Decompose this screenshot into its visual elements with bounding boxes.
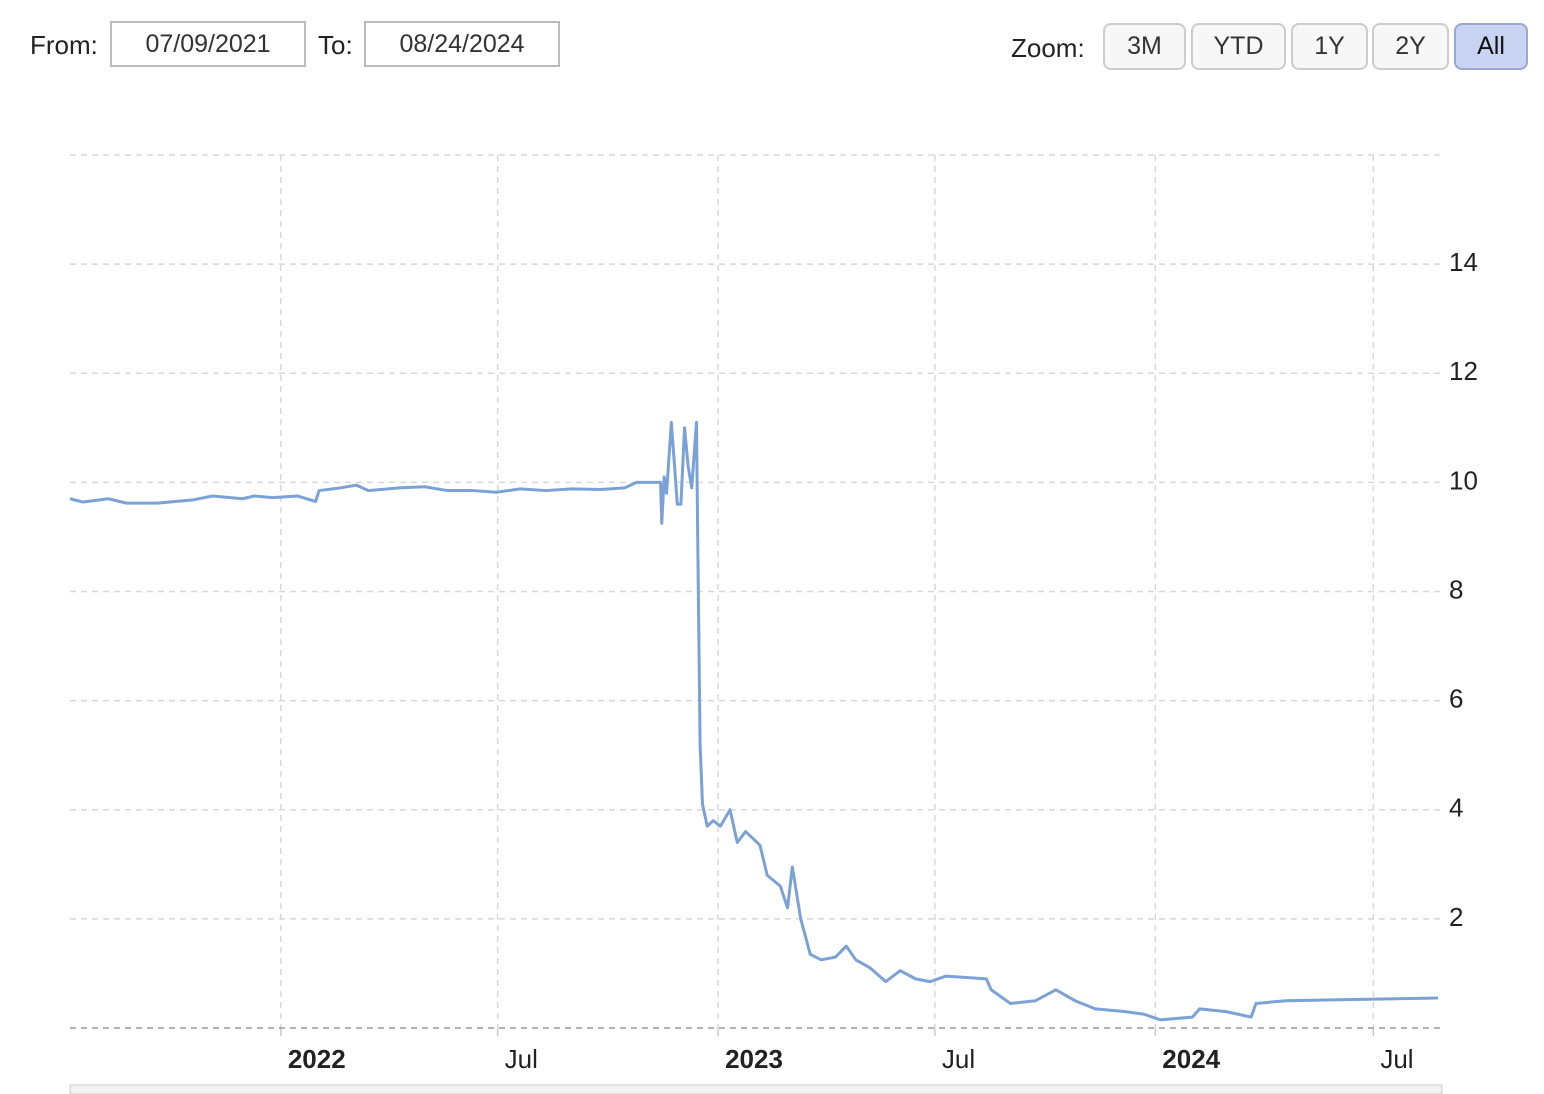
y-tick-label: 14: [1449, 247, 1478, 277]
x-tick-label: Jul: [942, 1044, 975, 1074]
x-tick-label: Jul: [1380, 1044, 1413, 1074]
y-tick-label: 12: [1449, 356, 1478, 386]
zoom-button[interactable]: 1Y: [1291, 23, 1368, 70]
x-tick-label: 2023: [725, 1044, 783, 1074]
x-tick-label: 2024: [1162, 1044, 1220, 1074]
to-input[interactable]: 08/24/2024: [364, 21, 560, 67]
zoom-button[interactable]: YTD: [1191, 23, 1286, 70]
y-tick-label: 4: [1449, 793, 1463, 823]
y-tick-label: 2: [1449, 902, 1463, 932]
to-label: To:: [318, 30, 353, 60]
y-tick-label: 6: [1449, 684, 1463, 714]
y-tick-label: 8: [1449, 574, 1463, 604]
zoom-button[interactable]: All: [1454, 23, 1528, 70]
zoom-button[interactable]: 2Y: [1372, 23, 1449, 70]
zoom-button[interactable]: 3M: [1103, 23, 1186, 70]
from-label: From:: [30, 30, 98, 60]
navigator: [69, 1084, 1443, 1094]
x-tick-label: 2022: [288, 1044, 346, 1074]
from-input[interactable]: 07/09/2021: [110, 21, 306, 67]
y-tick-label: 10: [1449, 465, 1478, 495]
x-tick-label: Jul: [505, 1044, 538, 1074]
zoom-label: Zoom:: [1011, 33, 1085, 63]
data-line: [69, 420, 1439, 1022]
